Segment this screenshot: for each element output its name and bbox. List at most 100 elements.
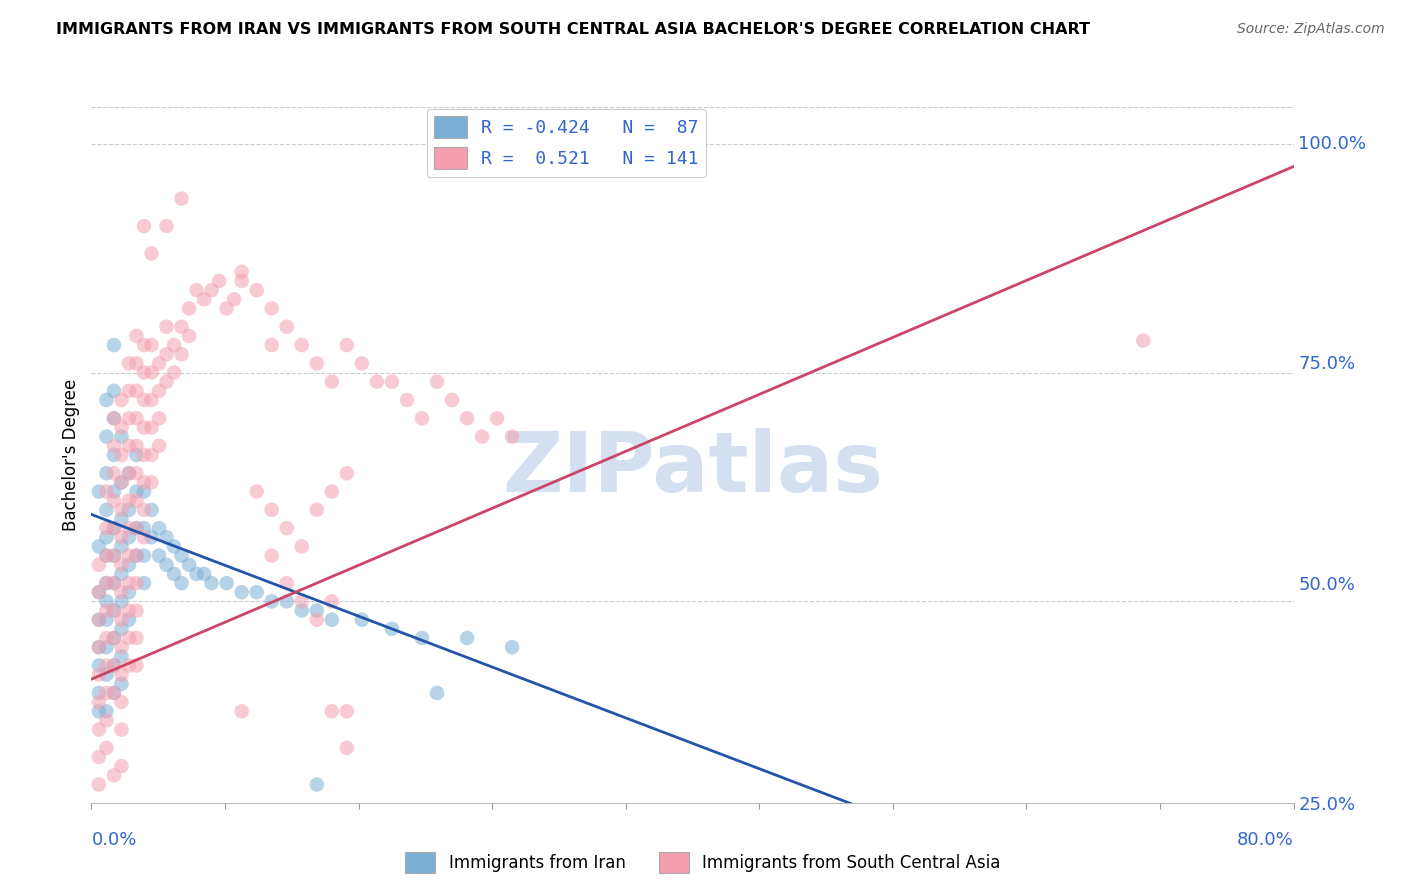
Point — [96, 549, 118, 563]
Point — [141, 392, 163, 407]
Point — [148, 411, 170, 425]
Point — [96, 594, 118, 608]
Point — [321, 594, 343, 608]
Point — [96, 667, 118, 681]
Point — [125, 356, 148, 370]
Point — [231, 274, 253, 288]
Point — [224, 293, 246, 307]
Point — [215, 301, 238, 316]
Point — [411, 411, 433, 425]
Point — [103, 686, 125, 700]
Point — [141, 448, 163, 462]
Point — [96, 714, 118, 728]
Point — [103, 603, 125, 617]
Point — [118, 585, 141, 599]
Point — [141, 366, 163, 380]
Point — [118, 467, 141, 481]
Point — [132, 576, 155, 591]
Point — [96, 576, 118, 591]
Point — [103, 521, 125, 535]
Point — [125, 549, 148, 563]
Point — [118, 631, 141, 645]
Point — [110, 667, 132, 681]
Text: 0.0%: 0.0% — [91, 830, 136, 848]
Point — [305, 503, 328, 517]
Point — [87, 695, 110, 709]
Point — [381, 622, 404, 636]
Point — [87, 704, 110, 718]
Point — [170, 549, 193, 563]
Point — [276, 521, 298, 535]
Point — [125, 448, 148, 462]
Point — [132, 219, 155, 233]
Point — [155, 530, 177, 544]
Point — [118, 613, 141, 627]
Point — [125, 467, 148, 481]
Point — [1161, 873, 1184, 888]
Point — [87, 558, 110, 572]
Point — [110, 649, 132, 664]
Point — [118, 411, 141, 425]
Point — [103, 411, 125, 425]
Point — [87, 686, 110, 700]
Point — [141, 475, 163, 490]
Point — [87, 585, 110, 599]
Point — [201, 283, 224, 297]
Point — [155, 558, 177, 572]
Point — [110, 392, 132, 407]
Point — [110, 512, 132, 526]
Point — [260, 594, 283, 608]
Point — [125, 603, 148, 617]
Point — [125, 521, 148, 535]
Point — [110, 613, 132, 627]
Point — [125, 549, 148, 563]
Point — [87, 613, 110, 627]
Text: ZIPatlas: ZIPatlas — [502, 428, 883, 509]
Point — [456, 631, 478, 645]
Point — [110, 558, 132, 572]
Point — [96, 392, 118, 407]
Point — [426, 375, 449, 389]
Text: Source: ZipAtlas.com: Source: ZipAtlas.com — [1237, 22, 1385, 37]
Point — [118, 439, 141, 453]
Point — [155, 347, 177, 361]
Point — [321, 375, 343, 389]
Point — [118, 603, 141, 617]
Point — [110, 429, 132, 443]
Point — [148, 356, 170, 370]
Point — [186, 283, 208, 297]
Point — [336, 467, 359, 481]
Point — [87, 667, 110, 681]
Point — [163, 366, 186, 380]
Point — [103, 338, 125, 352]
Point — [125, 329, 148, 343]
Point — [260, 549, 283, 563]
Point — [456, 411, 478, 425]
Point — [118, 493, 141, 508]
Point — [87, 777, 110, 791]
Point — [110, 540, 132, 554]
Point — [305, 613, 328, 627]
Point — [177, 558, 200, 572]
Point — [132, 521, 155, 535]
Point — [215, 576, 238, 591]
Point — [132, 503, 155, 517]
Point — [170, 192, 193, 206]
Point — [163, 540, 186, 554]
Point — [177, 329, 200, 343]
Point — [103, 631, 125, 645]
Point — [132, 475, 155, 490]
Point — [132, 338, 155, 352]
Point — [125, 658, 148, 673]
Point — [118, 503, 141, 517]
Point — [87, 613, 110, 627]
Point — [110, 759, 132, 773]
Text: 80.0%: 80.0% — [1237, 830, 1294, 848]
Point — [96, 640, 118, 655]
Point — [87, 640, 110, 655]
Point — [305, 777, 328, 791]
Point — [471, 429, 494, 443]
Point — [148, 439, 170, 453]
Point — [321, 613, 343, 627]
Point — [96, 686, 118, 700]
